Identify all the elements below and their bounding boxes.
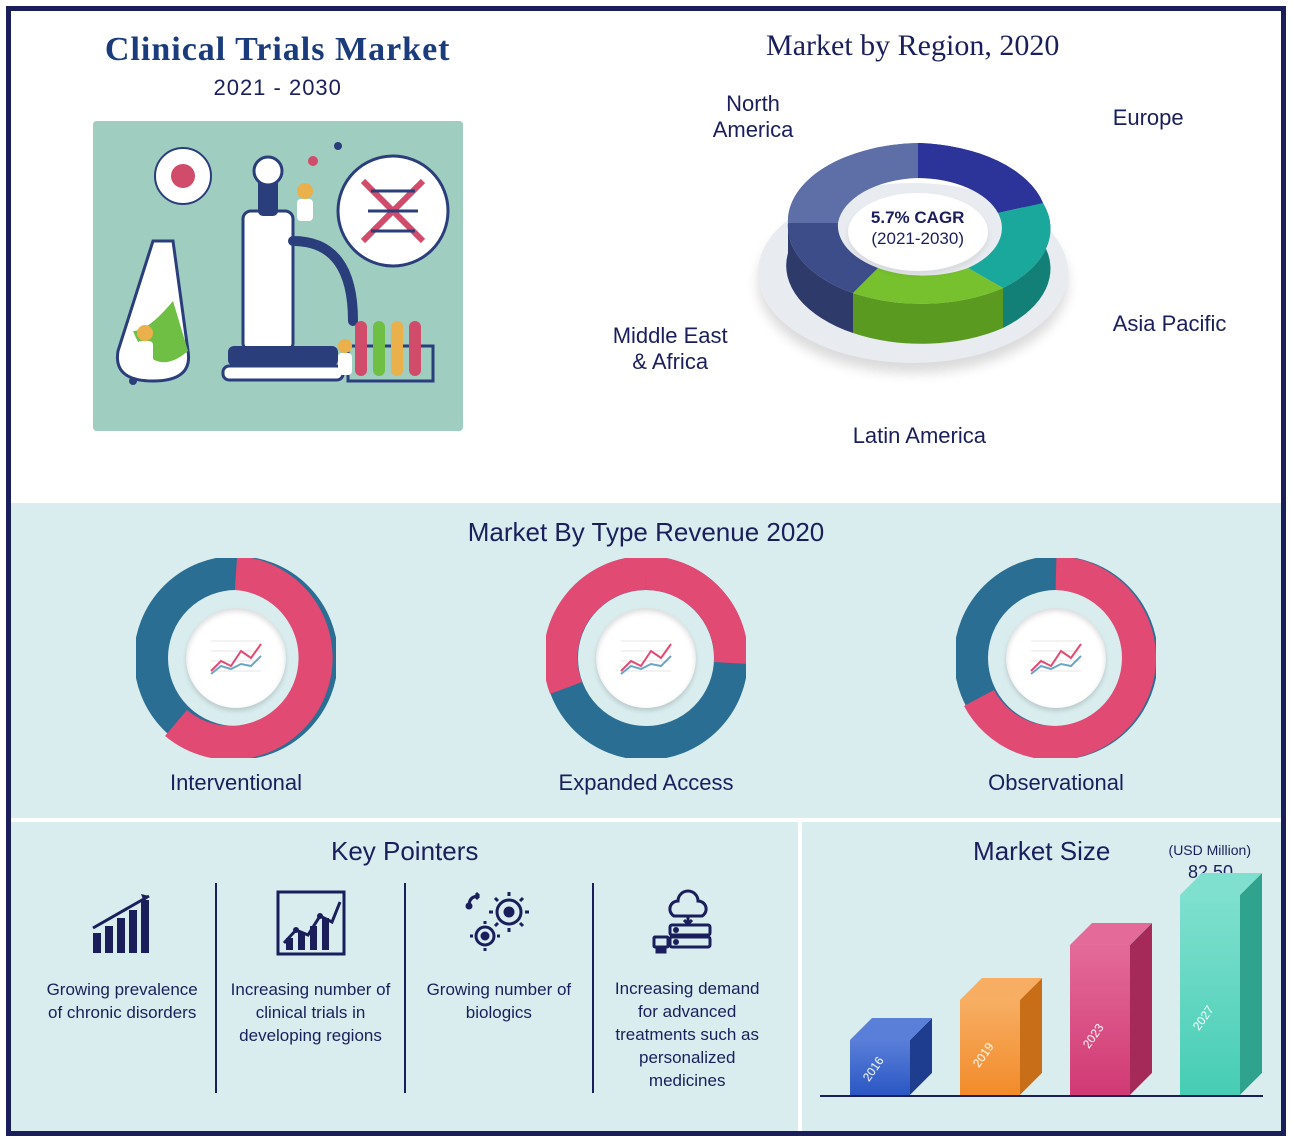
hero-illustration bbox=[93, 121, 463, 431]
type-revenue-block: Market By Type Revenue 2020 bbox=[11, 501, 1281, 818]
type-label: Observational bbox=[956, 770, 1156, 796]
type-card-expanded: Expanded Access bbox=[546, 558, 746, 796]
region-label-eu: Europe bbox=[1113, 105, 1184, 131]
chart-baseline bbox=[820, 1095, 1263, 1097]
mini-chart-icon bbox=[1006, 608, 1106, 708]
key-text: Growing prevalence of chronic disorders bbox=[41, 979, 203, 1025]
type-revenue-title: Market By Type Revenue 2020 bbox=[31, 517, 1261, 548]
key-text: Growing number of biologics bbox=[418, 979, 580, 1025]
cagr-range: (2021-2030) bbox=[871, 229, 964, 248]
key-item: Increasing demand for advanced treatment… bbox=[594, 883, 780, 1093]
region-label-mea: Middle East& Africa bbox=[613, 323, 728, 375]
top-row: Clinical Trials Market 2021 - 2030 bbox=[11, 11, 1281, 501]
key-item: Growing prevalence of chronic disorders bbox=[29, 883, 217, 1093]
key-text: Increasing number of clinical trials in … bbox=[229, 979, 391, 1048]
bottom-row: Key Pointers Growing prevalence of chron… bbox=[11, 818, 1281, 1131]
key-pointers-title: Key Pointers bbox=[29, 836, 780, 867]
growing-bars-icon bbox=[82, 883, 162, 963]
key-pointers-block: Key Pointers Growing prevalence of chron… bbox=[11, 822, 798, 1131]
region-label-la: Latin America bbox=[853, 423, 986, 449]
header-block: Clinical Trials Market 2021 - 2030 bbox=[11, 11, 544, 501]
main-title: Clinical Trials Market bbox=[41, 31, 514, 69]
type-card-interventional: Interventional bbox=[136, 558, 336, 796]
infographic-frame: Clinical Trials Market 2021 - 2030 bbox=[6, 6, 1286, 1136]
key-text: Increasing demand for advanced treatment… bbox=[606, 978, 768, 1093]
region-chart-block: Market by Region, 2020 bbox=[544, 11, 1281, 501]
cloud-server-icon bbox=[647, 883, 727, 962]
region-chart: 5.7% CAGR (2021-2030) NorthAmerica Europ… bbox=[593, 63, 1233, 463]
trend-chart-icon bbox=[271, 883, 351, 963]
market-size-chart: 2016201920232027 bbox=[820, 883, 1263, 1103]
market-size-unit: (USD Million) bbox=[1169, 842, 1251, 858]
market-size-block: Market Size (USD Million) 82.50 20162019… bbox=[798, 822, 1281, 1131]
key-item: Growing number of biologics bbox=[406, 883, 594, 1093]
type-label: Interventional bbox=[136, 770, 336, 796]
type-cards: Interventional bbox=[31, 558, 1261, 796]
year-range: 2021 - 2030 bbox=[41, 75, 514, 101]
region-label-ap: Asia Pacific bbox=[1113, 311, 1227, 337]
mini-chart-icon bbox=[186, 608, 286, 708]
region-label-na: NorthAmerica bbox=[713, 91, 794, 143]
gears-icon bbox=[459, 883, 539, 963]
type-label: Expanded Access bbox=[546, 770, 746, 796]
mini-chart-icon bbox=[596, 608, 696, 708]
cagr-value: 5.7% CAGR bbox=[871, 208, 965, 227]
type-card-observational: Observational bbox=[956, 558, 1156, 796]
cagr-badge: 5.7% CAGR (2021-2030) bbox=[848, 193, 988, 271]
region-chart-title: Market by Region, 2020 bbox=[564, 29, 1261, 63]
key-item: Increasing number of clinical trials in … bbox=[217, 883, 405, 1093]
